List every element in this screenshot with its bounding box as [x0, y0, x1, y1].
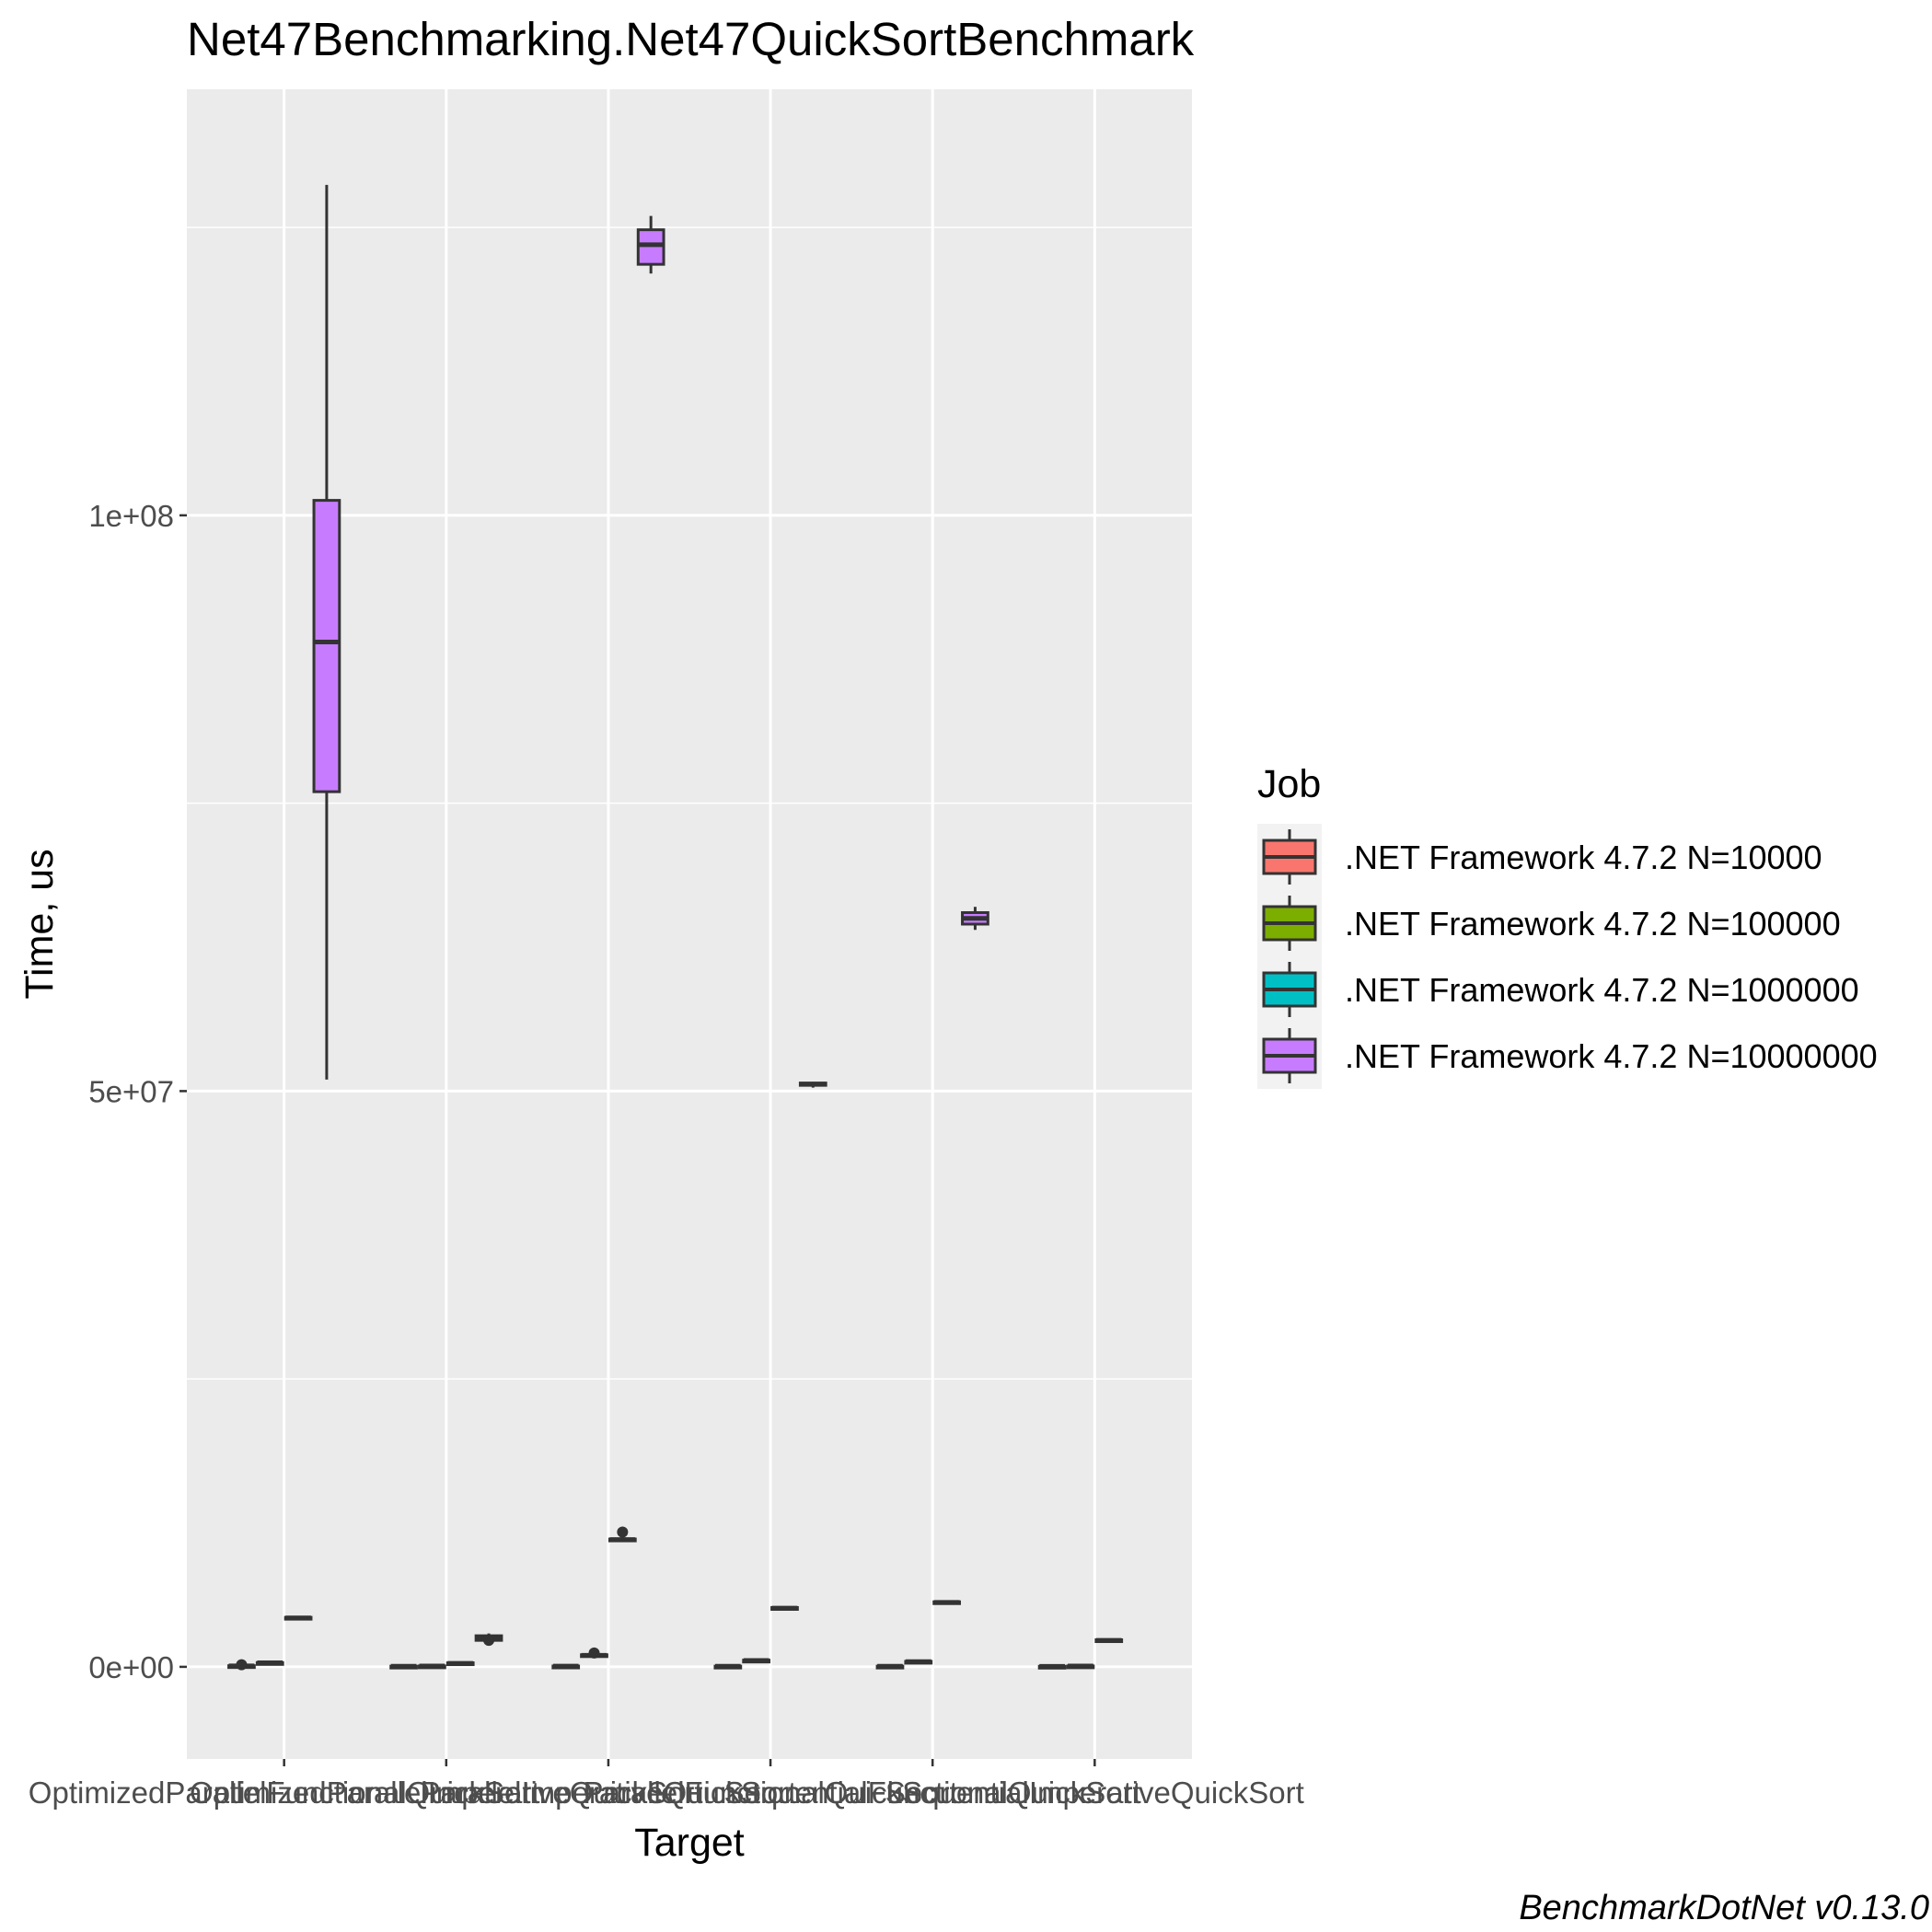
outlier-point: [483, 1635, 495, 1647]
boxplot: [1094, 1637, 1124, 1644]
x-tick-label: OptimizedParallelFunctionalQuickSort: [29, 1776, 540, 1810]
x-tick-label: ParallelFunctionalQuickSort: [583, 1776, 957, 1810]
y-tick-label: 0e+00: [88, 1650, 174, 1684]
x-tick-label: SequentialFunctionalQuickSort: [724, 1776, 1141, 1810]
y-tick-label: 5e+07: [88, 1074, 174, 1108]
outlier-point: [588, 1647, 600, 1659]
grid: [187, 89, 1192, 1759]
caption: BenchmarkDotNet v0.13.0: [1519, 1889, 1929, 1927]
y-axis-title: Time, us: [17, 849, 62, 999]
boxplot: [1037, 1663, 1067, 1670]
boxplot: [770, 1605, 799, 1611]
box: [312, 499, 341, 793]
x-axis-title: Target: [634, 1821, 745, 1865]
boxplot: [636, 215, 665, 274]
legend-key: [1262, 962, 1317, 1017]
boxplot: [1066, 1663, 1095, 1670]
boxplot: [713, 1663, 743, 1670]
boxplot: [255, 1660, 284, 1666]
chart-title: Net47Benchmarking.Net47QuickSortBenchmar…: [187, 13, 1195, 65]
boxplot: [418, 1663, 446, 1670]
boxplot: [798, 1082, 827, 1088]
x-tick-label: SequentialImperativeQuickSort: [885, 1776, 1304, 1810]
legend-title: Job: [1257, 762, 1321, 806]
boxplot: [474, 1633, 503, 1647]
boxplot: [932, 1600, 961, 1605]
boxplot: [445, 1660, 475, 1667]
boxplot: [227, 1659, 256, 1671]
legend-label: .NET Framework 4.7.2 N=1000000: [1345, 971, 1859, 1009]
legend: Job .NET Framework 4.7.2 N=10000 .NET Fra…: [1257, 762, 1878, 1089]
boxplot: [580, 1647, 608, 1659]
box: [636, 228, 665, 266]
boxplot: [961, 907, 989, 931]
legend-label: .NET Framework 4.7.2 N=10000: [1345, 839, 1822, 876]
y-tick-label: 1e+08: [88, 499, 174, 533]
outlier-point: [236, 1659, 248, 1671]
legend-key: [1262, 1028, 1317, 1083]
x-axis: OptimizedParallelFunctionalQuickSortOpti…: [29, 1759, 1304, 1810]
boxplot: [742, 1658, 771, 1664]
boxplot: [904, 1659, 933, 1665]
x-tick-label: ParallelImperativeQuickSort: [420, 1776, 796, 1810]
boxplot: [551, 1663, 581, 1670]
legend-label: .NET Framework 4.7.2 N=100000: [1345, 905, 1841, 943]
boxplot: [389, 1663, 418, 1670]
outlier-point: [617, 1526, 629, 1538]
legend-label: .NET Framework 4.7.2 N=10000000: [1345, 1037, 1878, 1075]
legend-key: [1262, 829, 1317, 885]
legend-key: [1262, 896, 1317, 951]
y-axis: 0e+00 5e+07 1e+08: [88, 499, 187, 1684]
boxplot: [283, 1615, 313, 1621]
x-tick-label: OptimizedParallelImperativeQuickSort: [190, 1776, 703, 1810]
plot-panel: [187, 89, 1192, 1759]
boxplot: [312, 184, 341, 1080]
boxplot: [875, 1663, 905, 1670]
boxes: [227, 184, 1124, 1671]
boxplot: [607, 1526, 637, 1543]
